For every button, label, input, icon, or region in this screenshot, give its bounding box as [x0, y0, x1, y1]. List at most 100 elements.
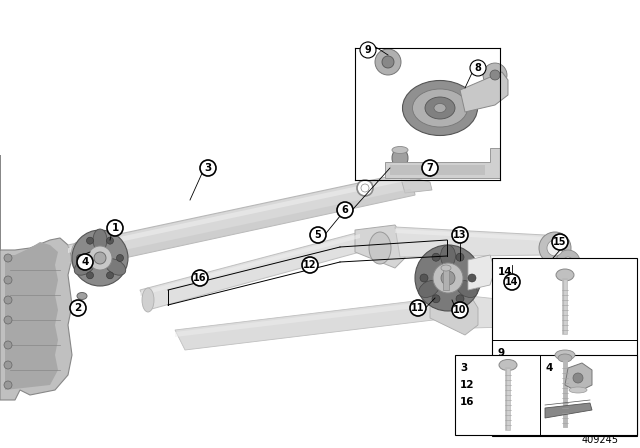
Ellipse shape — [392, 148, 408, 168]
Ellipse shape — [369, 232, 391, 264]
Circle shape — [302, 257, 318, 273]
Polygon shape — [68, 175, 410, 253]
Circle shape — [573, 373, 583, 383]
Text: 1: 1 — [111, 223, 118, 233]
Circle shape — [422, 160, 438, 176]
Circle shape — [4, 276, 12, 284]
Polygon shape — [565, 363, 592, 392]
Circle shape — [483, 63, 507, 87]
Polygon shape — [385, 148, 500, 178]
Ellipse shape — [93, 229, 107, 251]
Text: 4: 4 — [545, 363, 552, 373]
Circle shape — [456, 253, 464, 261]
Polygon shape — [0, 155, 72, 400]
Ellipse shape — [425, 97, 455, 119]
Circle shape — [432, 295, 440, 303]
Text: 15: 15 — [553, 237, 567, 247]
Circle shape — [106, 237, 113, 244]
Circle shape — [563, 257, 573, 267]
Circle shape — [470, 60, 486, 76]
Ellipse shape — [142, 288, 154, 312]
Bar — [492, 258, 637, 436]
Ellipse shape — [74, 259, 95, 275]
Circle shape — [375, 49, 401, 75]
Ellipse shape — [441, 265, 451, 271]
Ellipse shape — [440, 245, 456, 267]
Circle shape — [468, 274, 476, 282]
Text: 4: 4 — [81, 257, 89, 267]
Circle shape — [552, 234, 568, 250]
Text: 13: 13 — [453, 230, 467, 240]
Circle shape — [200, 160, 216, 176]
Polygon shape — [140, 234, 360, 296]
Circle shape — [361, 184, 369, 192]
Text: 14: 14 — [498, 267, 513, 277]
Polygon shape — [468, 255, 495, 290]
Ellipse shape — [106, 259, 125, 275]
Polygon shape — [400, 175, 432, 193]
Text: 409245: 409245 — [582, 435, 618, 445]
Text: 16: 16 — [460, 397, 474, 407]
Circle shape — [410, 300, 426, 316]
Circle shape — [106, 272, 113, 279]
Polygon shape — [175, 300, 440, 337]
Text: 11: 11 — [412, 303, 425, 313]
Text: 12: 12 — [460, 380, 474, 390]
Circle shape — [547, 240, 563, 256]
Ellipse shape — [499, 359, 517, 370]
Circle shape — [433, 263, 463, 293]
Ellipse shape — [457, 280, 477, 297]
Ellipse shape — [403, 81, 477, 135]
Circle shape — [116, 254, 124, 262]
Text: 16: 16 — [193, 273, 207, 283]
Circle shape — [556, 250, 580, 274]
Ellipse shape — [555, 350, 575, 360]
Circle shape — [86, 237, 93, 244]
Bar — [455, 355, 637, 435]
Circle shape — [4, 341, 12, 349]
Circle shape — [77, 254, 83, 262]
Circle shape — [4, 254, 12, 262]
Circle shape — [77, 254, 93, 270]
Text: 2: 2 — [74, 303, 82, 313]
Polygon shape — [395, 229, 545, 241]
Circle shape — [420, 274, 428, 282]
Text: 5: 5 — [315, 230, 321, 240]
Ellipse shape — [434, 103, 446, 112]
Ellipse shape — [392, 146, 408, 154]
Circle shape — [441, 271, 455, 285]
Circle shape — [357, 180, 373, 196]
Circle shape — [4, 316, 12, 324]
Ellipse shape — [558, 354, 572, 362]
Circle shape — [70, 300, 86, 316]
Text: 8: 8 — [475, 63, 481, 73]
Circle shape — [86, 272, 93, 279]
Polygon shape — [460, 72, 508, 112]
Polygon shape — [430, 295, 478, 335]
Ellipse shape — [71, 242, 85, 270]
Circle shape — [452, 227, 468, 243]
Text: 14: 14 — [505, 277, 519, 287]
Circle shape — [337, 202, 353, 218]
Circle shape — [452, 302, 468, 318]
Polygon shape — [545, 403, 592, 418]
Polygon shape — [68, 189, 415, 268]
Circle shape — [94, 252, 106, 264]
Circle shape — [310, 227, 326, 243]
Bar — [390, 165, 485, 175]
Ellipse shape — [556, 269, 574, 281]
Text: 9: 9 — [365, 45, 371, 55]
Circle shape — [88, 246, 112, 270]
Polygon shape — [175, 298, 450, 350]
Circle shape — [4, 361, 12, 369]
Polygon shape — [395, 227, 545, 257]
Ellipse shape — [569, 387, 587, 393]
Circle shape — [192, 270, 208, 286]
Circle shape — [490, 70, 500, 80]
Text: 7: 7 — [427, 163, 433, 173]
Text: 6: 6 — [342, 205, 348, 215]
Circle shape — [4, 381, 12, 389]
Text: 3: 3 — [460, 363, 467, 373]
Ellipse shape — [419, 280, 439, 297]
Bar — [443, 268, 449, 290]
